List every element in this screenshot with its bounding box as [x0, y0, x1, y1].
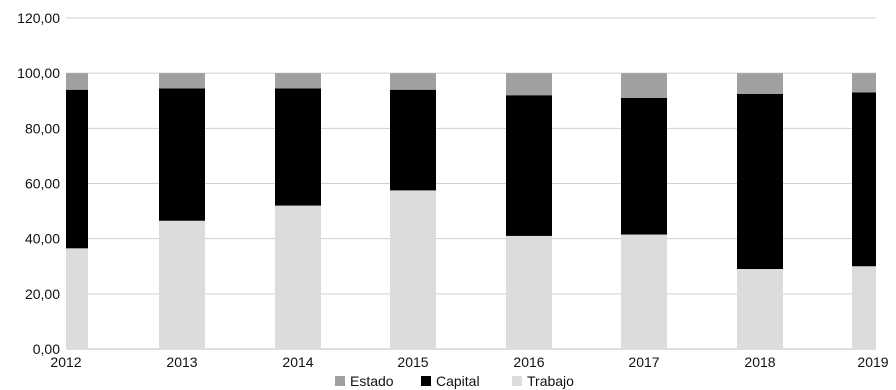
y-tick-label: 20,00: [25, 286, 60, 302]
bar-estado-2018: [737, 73, 783, 94]
bar-estado-2019: [852, 73, 876, 93]
legend-label: Capital: [436, 373, 480, 389]
bar-capital-2019: [852, 92, 876, 267]
legend-swatch: [421, 376, 431, 386]
y-tick-label: 120,00: [17, 10, 60, 26]
legend-swatch: [512, 376, 522, 386]
x-axis-ticks: 2012 2013 2014 2015 2016 2017 2018 2019: [50, 354, 888, 370]
y-tick-label: 60,00: [25, 176, 60, 192]
bar-capital-2016: [506, 95, 552, 236]
bar-estado-2014: [275, 73, 321, 89]
bar-trabajo-2012: [66, 248, 88, 349]
legend-label: Estado: [350, 373, 394, 389]
bar-capital-2012: [66, 89, 88, 249]
y-tick-label: 40,00: [25, 231, 60, 247]
legend-swatch: [335, 376, 345, 386]
bar-capital-2018: [737, 93, 783, 270]
bar-estado-2016: [506, 73, 552, 96]
x-tick-label: 2019: [857, 354, 888, 370]
bar-trabajo-2013: [159, 220, 205, 349]
bar-capital-2013: [159, 88, 205, 221]
bar-capital-2014: [275, 88, 321, 206]
x-tick-label: 2016: [513, 354, 544, 370]
bar-trabajo-2016: [506, 235, 552, 349]
bar-estado-2013: [159, 73, 205, 89]
x-tick-label: 2018: [744, 354, 775, 370]
x-tick-label: 2013: [166, 354, 197, 370]
bar-trabajo-2015: [390, 190, 436, 349]
bar-trabajo-2018: [737, 269, 783, 349]
y-tick-label: 100,00: [17, 65, 60, 81]
legend-label: Trabajo: [527, 373, 574, 389]
bar-capital-2015: [390, 89, 436, 191]
legend-item-capital: Capital: [421, 373, 480, 389]
bar-trabajo-2019: [852, 266, 876, 349]
x-tick-label: 2012: [50, 354, 81, 370]
y-axis-ticks: 0,00 20,00 40,00 60,00 80,00 100,00 120,00: [17, 10, 60, 357]
y-tick-label: 80,00: [25, 120, 60, 136]
legend-item-estado: Estado: [335, 373, 394, 389]
y-tick-label: 0,00: [33, 341, 60, 357]
bar-trabajo-2014: [275, 205, 321, 349]
legend-item-trabajo: Trabajo: [512, 373, 574, 389]
bar-estado-2015: [390, 73, 436, 90]
bar-estado-2012: [66, 73, 88, 90]
bar-estado-2017: [621, 73, 667, 98]
x-tick-label: 2014: [282, 354, 313, 370]
x-tick-label: 2015: [397, 354, 428, 370]
bar-trabajo-2017: [621, 234, 667, 349]
legend: Estado Capital Trabajo: [335, 373, 574, 389]
x-tick-label: 2017: [628, 354, 659, 370]
bar-capital-2017: [621, 97, 667, 235]
bars: [66, 73, 876, 349]
